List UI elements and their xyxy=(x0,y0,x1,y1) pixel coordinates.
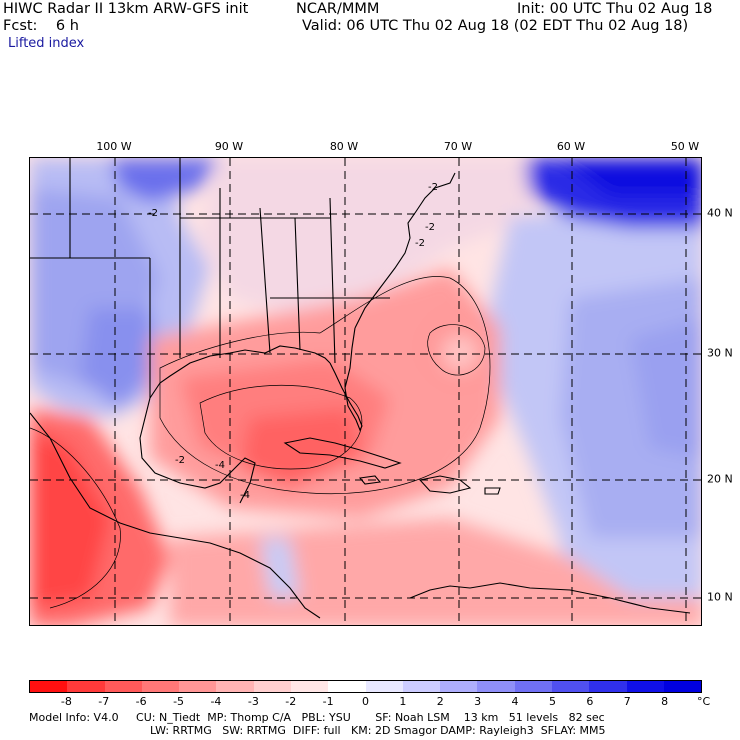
colorbar-tick-label: -5 xyxy=(173,695,185,708)
contour-label: -2 xyxy=(148,208,158,219)
colorbar-tick-label: -7 xyxy=(98,695,110,708)
product-title: HIWC Radar II 13km ARW-GFS init xyxy=(3,1,249,17)
contour-label: -4 xyxy=(215,460,225,471)
colorbar-tick-label: -8 xyxy=(60,695,72,708)
lon-label: 100 W xyxy=(96,140,132,153)
map-canvas: -2 -2 -2 -2 -4 -4 -2 xyxy=(30,158,701,625)
lon-label: 50 W xyxy=(670,140,700,153)
colorbar-segment xyxy=(30,681,68,692)
field-name: Lifted index xyxy=(8,36,85,51)
colorbar-tick-label: -6 xyxy=(135,695,147,708)
lon-label: 70 W xyxy=(443,140,473,153)
colorbar-segment xyxy=(253,681,291,692)
colorbar-segment xyxy=(551,681,590,692)
contour-label: -2 xyxy=(425,222,435,233)
contour-label: -2 xyxy=(175,455,185,466)
colorbar-tick-label: -3 xyxy=(247,695,259,708)
model-info-line1: Model Info: V4.0 CU: N_Tiedt MP: Thomp C… xyxy=(29,711,605,724)
contour-label: -4 xyxy=(240,490,250,501)
contour-label-group: -2 -2 -2 -2 -4 -4 -2 xyxy=(148,182,438,501)
colorbar-segment xyxy=(514,681,552,692)
colorbar-tick-label: 7 xyxy=(623,695,631,708)
colorbar-segment xyxy=(141,681,180,692)
colorbar-tick-label: 2 xyxy=(436,695,444,708)
colorbar-segment xyxy=(179,681,217,692)
graticule xyxy=(30,158,701,625)
colorbar-segment xyxy=(402,681,441,692)
colorbar-segment xyxy=(216,681,254,692)
model-info-line2: LW: RRTMG SW: RRTMG DIFF: full KM: 2D Sm… xyxy=(150,724,606,737)
colorbar-segment xyxy=(440,681,478,692)
colorbar-segment xyxy=(290,681,329,692)
lat-label: 40 N xyxy=(707,206,733,220)
lifted-index-map: -2 -2 -2 -2 -4 -4 -2 xyxy=(29,157,702,626)
lon-label: 90 W xyxy=(214,140,244,153)
lat-label: 10 N xyxy=(707,590,733,604)
colorbar-segment xyxy=(589,681,627,692)
colorbar-segment xyxy=(626,681,664,692)
init-time: Init: 00 UTC Thu 02 Aug 18 xyxy=(517,1,713,17)
colorbar-tick-label: 8 xyxy=(661,695,669,708)
colorbar-tick-label: 4 xyxy=(511,695,519,708)
colorbar-segment xyxy=(67,681,105,692)
colorbar-segment xyxy=(477,681,515,692)
valid-time: Valid: 06 UTC Thu 02 Aug 18 (02 EDT Thu … xyxy=(302,18,689,34)
colorbar xyxy=(29,680,702,693)
colorbar-tick-label: -2 xyxy=(285,695,297,708)
lon-label: 80 W xyxy=(329,140,359,153)
colorbar-segment xyxy=(328,681,366,692)
colorbar-tick-label: 6 xyxy=(586,695,594,708)
lon-label: 60 W xyxy=(556,140,586,153)
contour-label: -2 xyxy=(428,182,438,193)
colorbar-segment xyxy=(365,681,403,692)
colorbar-tick-label: 1 xyxy=(399,695,407,708)
colorbar-segment xyxy=(663,681,702,692)
colorbar-tick-label: 3 xyxy=(474,695,482,708)
colorbar-unit: °C xyxy=(697,695,711,708)
agency-label: NCAR/MMM xyxy=(296,1,380,17)
colorbar-tick-label: 5 xyxy=(548,695,556,708)
coastlines xyxy=(30,158,691,619)
lat-label: 30 N xyxy=(707,346,733,360)
lat-label: 20 N xyxy=(707,472,733,486)
colorbar-segment xyxy=(104,681,142,692)
li-contours xyxy=(30,276,491,609)
contour-label: -2 xyxy=(415,238,425,249)
field-shading xyxy=(30,158,701,625)
colorbar-tick-label: -1 xyxy=(322,695,334,708)
colorbar-tick-label: -4 xyxy=(210,695,222,708)
forecast-hour: Fcst: 6 h xyxy=(3,18,79,34)
colorbar-tick-label: 0 xyxy=(362,695,369,708)
